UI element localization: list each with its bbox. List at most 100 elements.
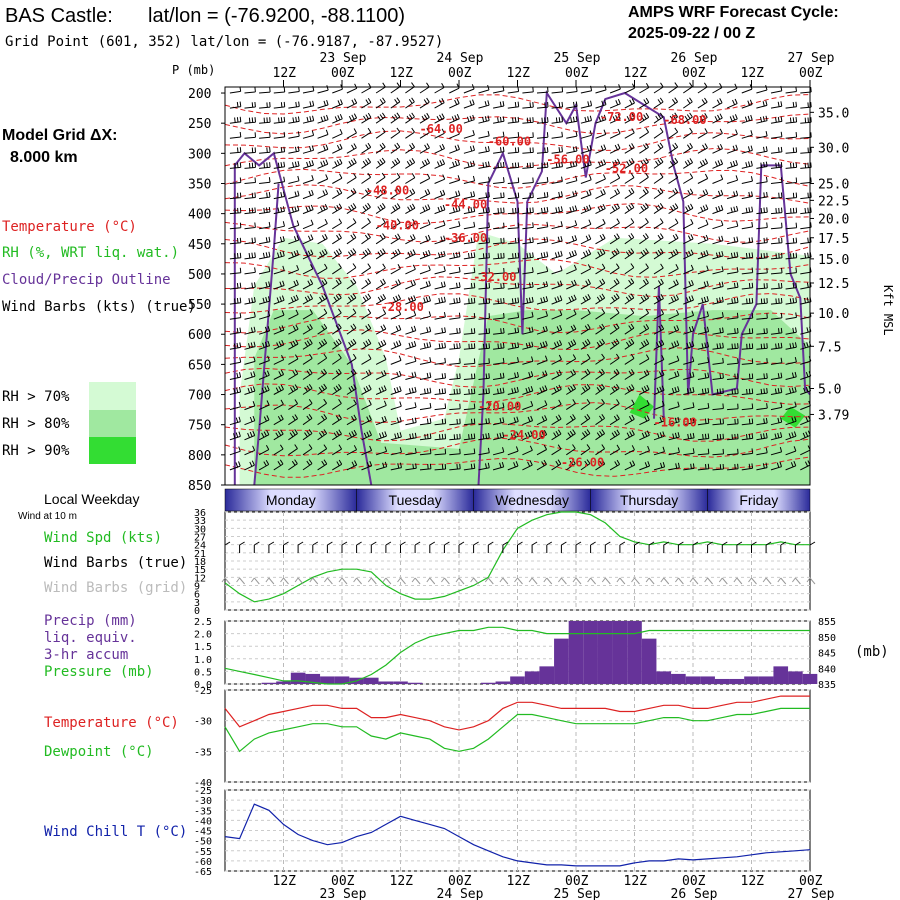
wind-barb: [668, 248, 679, 260]
wind-barb: [258, 355, 270, 365]
wind-barb: [434, 463, 447, 471]
wind-barb: [653, 233, 664, 245]
wind-barb: [288, 101, 300, 109]
wind-barb: [390, 386, 402, 395]
wind-barb: [507, 357, 519, 365]
precip-bar: [378, 681, 394, 684]
surface-wind-barb: [751, 541, 757, 553]
grid-wind-barb: [324, 577, 333, 585]
wind-barb: [273, 131, 286, 139]
wind-barb: [507, 252, 520, 260]
wind-barb: [317, 248, 328, 260]
cloud-outline-path-1: [253, 183, 280, 486]
wind-barb: [244, 267, 256, 275]
wind-barb: [566, 190, 578, 200]
wind-barb: [463, 403, 476, 411]
wind-barb: [361, 384, 372, 395]
wind-barb: [595, 444, 606, 456]
wind-barb: [405, 402, 417, 411]
surface-wind-barb: [429, 541, 436, 553]
surface-wind-barb: [648, 541, 655, 553]
wind-barb: [741, 297, 754, 305]
wind-barb: [507, 237, 520, 245]
top-time-tick: 12Z: [624, 66, 648, 81]
latlon-title: lat/lon = (-76.9200, -88.1100): [148, 5, 405, 27]
wind-barb: [258, 340, 270, 350]
wind-barb: [639, 369, 650, 380]
wind-barb: [346, 338, 357, 350]
wind-barb: [375, 431, 387, 441]
wind-barb: [566, 86, 578, 94]
wind-barb: [317, 189, 329, 200]
bottom-time-tick: 00Z: [682, 874, 706, 889]
pressure-tick-200: 200: [188, 87, 211, 102]
wind-barb: [332, 218, 343, 230]
grid-wind-barb: [616, 577, 626, 585]
wind-barb: [770, 237, 783, 245]
wind-barb: [332, 459, 343, 471]
kft-tick-10.0: 10.0: [818, 307, 849, 322]
wind-barb: [273, 250, 285, 260]
wind-barb: [697, 463, 710, 471]
wind-barb: [332, 368, 342, 380]
wind-barb: [668, 355, 680, 365]
wind-barb: [727, 282, 739, 290]
wind-barb: [609, 173, 621, 184]
wind-barb: [361, 202, 371, 215]
wind-barb: [449, 358, 461, 365]
panel-y-tick: 36: [194, 508, 206, 519]
wind-barb: [463, 191, 476, 200]
wind-barb: [244, 207, 256, 215]
wind-chill-y-tick: -45: [194, 827, 212, 838]
wind-barb: [493, 267, 505, 275]
wind-barb: [493, 312, 505, 320]
wind-barb: [390, 279, 401, 290]
wind-barb: [346, 113, 358, 124]
pressure-tick-600: 600: [188, 328, 211, 343]
dewpoint-line: [224, 707, 810, 753]
wind-barb: [478, 176, 490, 184]
wind-barb: [785, 371, 797, 380]
wind-barb: [522, 117, 534, 124]
wind-barbs-true-label: Wind Barbs (true): [44, 555, 187, 571]
wind-barb: [756, 373, 768, 380]
wind-barb: [522, 207, 534, 215]
wind-barb: [302, 130, 315, 139]
wind-barb: [624, 143, 635, 154]
wind-barb: [302, 115, 315, 124]
temperature-contour: [224, 276, 811, 298]
wind-barb: [536, 370, 548, 380]
wind-barb: [536, 444, 548, 456]
wind-barb: [478, 373, 490, 380]
wind-barb: [361, 445, 373, 456]
wind-barb: [419, 280, 431, 290]
wind-barb: [653, 187, 664, 200]
wind-barb: [741, 160, 753, 169]
temperature-contour: [224, 113, 811, 135]
model-grid-label: Model Grid ΔX:: [2, 127, 118, 144]
pressure-tick-750: 750: [188, 419, 211, 434]
wind-barb: [536, 281, 549, 290]
wind-barb: [361, 461, 373, 471]
wind-barb: [493, 387, 505, 395]
wind-barb: [551, 354, 562, 365]
wind-barb: [478, 252, 490, 260]
temperature-label--72.00: -72.00: [600, 110, 643, 124]
wind-barb: [434, 189, 446, 200]
wind-barb: [639, 233, 649, 245]
top-time-tick: 12Z: [273, 66, 297, 81]
rh-region-90b: [780, 406, 806, 428]
wind-barb: [302, 264, 314, 275]
wind-barb: [551, 161, 563, 169]
wind-barb: [346, 98, 358, 109]
wind-barb: [507, 86, 520, 94]
wind-barb: [302, 414, 313, 426]
wind-barb: [712, 342, 724, 350]
wind-barb: [726, 190, 739, 200]
wind-barb: [405, 356, 417, 365]
wind-barb: [653, 339, 665, 350]
legend-wind: Wind Barbs (kts) (true): [2, 299, 196, 315]
wind-barb: [390, 142, 401, 154]
wind-barb: [609, 99, 621, 109]
wind-barb: [332, 99, 343, 109]
